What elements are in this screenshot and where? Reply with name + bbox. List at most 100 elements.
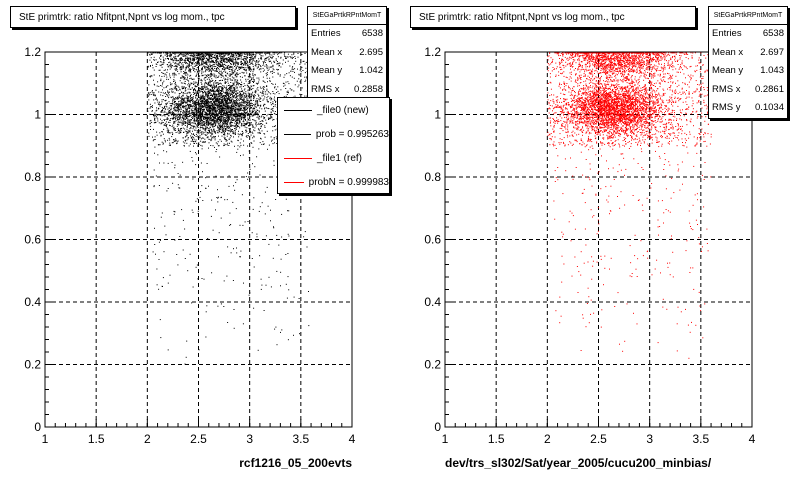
data-point <box>215 115 217 116</box>
data-point <box>201 52 203 54</box>
data-point <box>235 120 237 122</box>
data-point <box>194 121 196 122</box>
data-point <box>230 112 232 114</box>
data-point <box>225 128 226 130</box>
data-point <box>169 121 171 123</box>
data-point <box>195 114 197 116</box>
data-point <box>207 58 209 60</box>
data-point <box>182 65 184 67</box>
data-point <box>223 114 225 116</box>
data-point <box>195 102 197 104</box>
data-point <box>174 85 176 87</box>
data-point <box>223 119 225 121</box>
data-point <box>240 86 242 88</box>
data-point <box>241 99 243 100</box>
data-point <box>254 102 256 104</box>
left-plot-panel: 1 1.5 2 2.5 3 3.5 4 0 0.2 0.4 0.6 0.8 1 1.2 StE primt… <box>10 6 390 470</box>
data-point <box>179 61 181 63</box>
data-point <box>215 59 217 60</box>
data-point <box>232 90 234 92</box>
data-point <box>210 102 212 104</box>
data-point <box>186 102 188 104</box>
data-point <box>272 110 274 112</box>
data-point <box>266 74 268 75</box>
data-point <box>207 54 208 56</box>
data-point <box>192 116 194 118</box>
data-point <box>235 122 237 124</box>
data-point <box>214 90 216 92</box>
data-point <box>180 97 182 99</box>
data-point <box>231 106 233 108</box>
data-point <box>253 69 255 71</box>
data-point <box>198 103 200 105</box>
data-point <box>196 56 198 58</box>
data-point <box>233 92 234 94</box>
data-point <box>160 114 162 115</box>
data-point <box>212 112 214 114</box>
data-point <box>197 130 199 132</box>
data-point <box>152 92 154 94</box>
data-point <box>200 96 201 98</box>
data-point <box>206 107 208 109</box>
data-point <box>166 130 168 132</box>
data-point <box>153 56 155 58</box>
data-point <box>227 103 228 104</box>
data-point <box>242 112 244 114</box>
data-point <box>256 109 258 111</box>
data-point <box>166 54 168 56</box>
data-point <box>200 132 202 134</box>
data-point <box>232 94 234 96</box>
data-point <box>216 63 218 65</box>
data-point <box>223 117 225 119</box>
data-point <box>201 107 202 109</box>
data-point <box>208 66 210 68</box>
data-point <box>229 58 231 60</box>
data-point <box>234 122 236 124</box>
data-point <box>224 59 226 61</box>
data-point <box>205 114 207 116</box>
data-point <box>172 112 174 114</box>
data-point <box>226 100 228 102</box>
data-point <box>187 54 189 56</box>
data-point <box>178 101 179 103</box>
data-point <box>198 115 200 116</box>
data-point <box>193 120 195 122</box>
data-point <box>200 104 202 106</box>
data-point <box>211 130 213 132</box>
data-point <box>254 74 256 76</box>
data-point <box>225 95 227 97</box>
data-point <box>247 89 249 91</box>
data-point <box>159 75 160 77</box>
data-point <box>195 116 197 118</box>
data-point <box>233 102 235 104</box>
data-point <box>232 79 234 81</box>
data-point <box>193 142 195 144</box>
data-point <box>168 64 170 66</box>
data-point <box>219 125 221 127</box>
data-point <box>225 119 226 121</box>
data-point <box>182 121 184 123</box>
data-point <box>190 53 192 55</box>
data-point <box>174 92 176 94</box>
data-point <box>250 52 252 54</box>
data-point <box>233 64 235 66</box>
data-point <box>209 97 211 99</box>
data-point <box>226 67 228 69</box>
data-point <box>210 84 212 86</box>
data-point <box>184 52 186 54</box>
data-point <box>196 54 198 56</box>
data-point <box>237 52 239 54</box>
data-point <box>153 116 155 118</box>
data-point <box>204 79 206 81</box>
data-point <box>262 86 264 88</box>
data-point <box>193 81 195 83</box>
data-point <box>182 141 184 143</box>
data-point <box>169 110 171 112</box>
data-point <box>198 113 200 115</box>
data-point <box>176 69 178 71</box>
data-point <box>199 90 201 92</box>
data-point <box>212 61 214 63</box>
data-point <box>166 78 168 80</box>
data-point <box>249 111 251 112</box>
data-point <box>219 156 221 158</box>
